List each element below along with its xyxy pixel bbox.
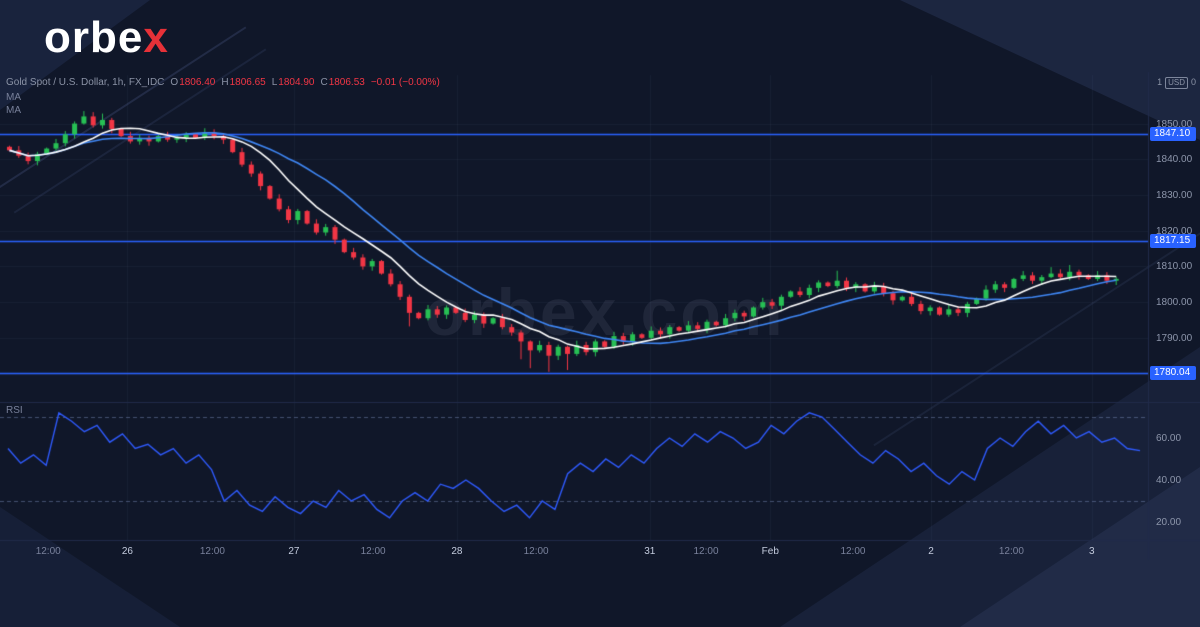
change-value: −0.01 (−0.00%) [370,77,440,88]
indicator-label-ma-2[interactable]: MA [6,105,21,116]
ohlc-value: 1806.65 [229,77,266,88]
chart-header: Gold Spot / U.S. Dollar, 1h, FX_IDC O1806… [6,77,440,88]
ohlc-values: O1806.40 H1806.65 L1804.90 C1806.53 [164,77,364,88]
indicator-label-ma-1[interactable]: MA [6,92,21,103]
ohlc-value: 1804.90 [278,77,315,88]
ohlc-letter: O [170,77,179,88]
ohlc-value: 1806.40 [179,77,216,88]
currency-badge: USD [1165,77,1188,89]
scale-left: 1 [1157,77,1163,87]
ohlc-letter: L [271,77,278,88]
orbex-logo: orbex [44,16,169,60]
logo-accent-x: x [143,13,169,62]
symbol-title[interactable]: Gold Spot / U.S. Dollar, 1h, FX_IDC [6,77,165,88]
ohlc-letter: C [320,77,328,88]
logo-text: orbe [44,13,144,62]
ohlc-letter: H [221,77,229,88]
ohlc-value: 1806.53 [328,77,365,88]
price-scale-settings[interactable]: 1 USD 0 [1157,77,1196,89]
rsi-label: RSI [6,405,23,416]
scale-right: 0 [1190,77,1196,87]
